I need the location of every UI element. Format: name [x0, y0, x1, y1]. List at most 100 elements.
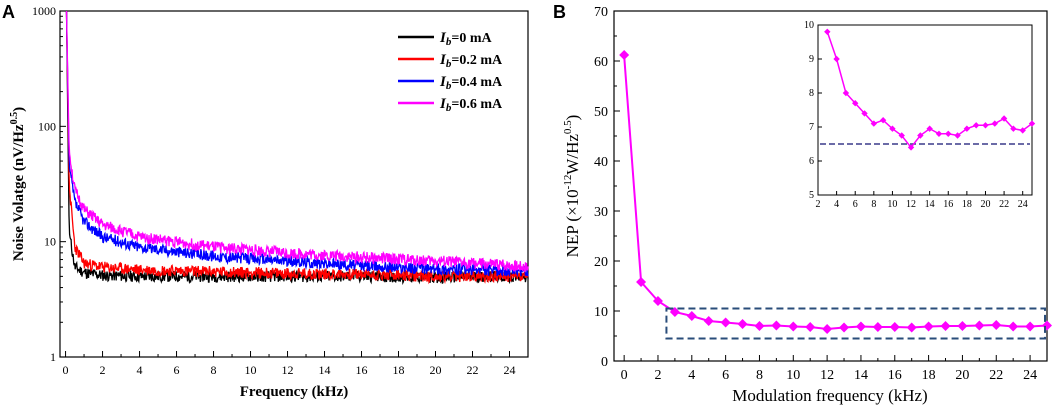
panel-a-series — [65, 10, 529, 286]
panel-a-plot-frame — [59, 10, 529, 358]
panel-b-data-point — [703, 316, 714, 326]
inset-x-tick-label: 2 — [816, 199, 821, 210]
panel-b-x-tick-label: 4 — [688, 368, 695, 383]
panel-b-data-point — [1008, 321, 1019, 332]
inset-data-point — [1019, 127, 1026, 134]
panel-b-y-tick-label: 0 — [601, 355, 608, 370]
panel-b-data-point — [906, 322, 917, 333]
panel-b-y-tick-label: 30 — [594, 205, 608, 220]
panel-b-x-tick-label: 2 — [654, 368, 661, 383]
panel-b-y-title-main: NEP (×10 — [563, 189, 582, 257]
inset-y-tick-label: 10 — [804, 20, 814, 31]
panel-a-y-axis-title: Noise Volatge (nV/Hz0.5) — [9, 107, 27, 261]
panel-b-data-point — [720, 317, 731, 328]
panel-b-y-tick-label: 70 — [594, 5, 608, 20]
panel-b-data-point — [754, 321, 765, 331]
panel-b-data-point — [1042, 320, 1052, 331]
panel-b-y-title-mid: W/Hz — [563, 134, 582, 175]
panel-a-series-line — [65, 10, 529, 277]
panel-a-x-tick-label: 6 — [174, 363, 180, 377]
inset-data-point — [842, 89, 850, 97]
panel-b-y-tick-label: 10 — [594, 305, 608, 320]
panel-b-data-point — [974, 320, 985, 331]
panel-a-y-title-main: Noise Volatge (nV/Hz — [11, 124, 27, 261]
panel-a-y-title-close: ) — [11, 107, 27, 112]
panel-b-data-point — [619, 50, 630, 60]
panel-b-data-point — [822, 324, 833, 334]
panel-b-x-tick-label: 16 — [888, 368, 902, 383]
panel-a-series-line — [65, 10, 529, 285]
inset-x-tick-label: 20 — [980, 199, 990, 210]
panel-b-x-tick-label: 24 — [1023, 368, 1037, 383]
inset-frame — [817, 24, 1033, 196]
panel-b-x-tick-label: 0 — [621, 368, 628, 383]
panel-b-x-tick-label: 14 — [854, 368, 868, 383]
inset-x-tick-label: 16 — [943, 199, 953, 210]
inset-data-point — [954, 132, 961, 139]
panel-a-series-line — [65, 10, 529, 273]
inset-data-point — [945, 130, 952, 137]
inset-data-point — [991, 120, 998, 127]
inset-data-point — [889, 125, 896, 132]
panel-b-letter: B — [553, 2, 566, 22]
panel-a-legend-label: Ib=0 mA — [439, 30, 492, 48]
inset-data-point — [907, 144, 915, 151]
panel-a-x-axis-title: Frequency (kHz) — [240, 384, 348, 400]
panel-b-data-point — [788, 321, 799, 332]
panel-b-series — [619, 50, 1052, 340]
inset-data-point — [898, 132, 905, 139]
inset-data-point — [935, 130, 943, 137]
panel-b-y-title-sup2: 0.5 — [562, 120, 574, 134]
inset-data-point — [972, 122, 980, 129]
panel-a-letter: A — [2, 2, 15, 22]
panel-a-x-tick-label: 0 — [63, 363, 69, 377]
inset-data-point — [870, 120, 878, 127]
panel-b-y-axis-title: NEP (×10-12W/Hz0.5) — [562, 115, 582, 258]
panel-a-x-tick-label: 16 — [356, 363, 368, 377]
panel-b-data-point — [652, 296, 663, 306]
panel-a-y-tick-label: 10 — [44, 235, 56, 249]
panel-b-data-point — [991, 320, 1002, 330]
inset-x-tick-label: 22 — [999, 199, 1009, 210]
panel-a-x-tick-label: 4 — [137, 363, 143, 377]
inset-data-point — [917, 132, 924, 139]
panel-b-data-point — [940, 321, 951, 331]
panel-a-x-tick-label: 24 — [504, 363, 516, 377]
panel-b-data-point — [1025, 321, 1036, 332]
inset-x-tick-label: 4 — [834, 199, 839, 210]
panel-b-x-tick-label: 8 — [756, 368, 763, 383]
panel-b-highlight-box — [665, 307, 1046, 340]
panel-a-x-tick-label: 12 — [282, 363, 294, 377]
inset-x-tick-label: 18 — [962, 199, 972, 210]
inset-y-tick-label: 8 — [809, 88, 814, 99]
inset-data-point — [982, 122, 989, 129]
inset-data-point — [852, 100, 859, 107]
panel-a-y-tick-label: 100 — [38, 119, 56, 133]
inset-x-tick-label: 8 — [871, 199, 876, 210]
panel-b-data-point — [737, 319, 748, 329]
panel-a-legend-label: Ib=0.6 mA — [439, 96, 503, 114]
panel-a-legend-label: Ib=0.4 mA — [439, 74, 503, 92]
inset-x-tick-label: 10 — [887, 199, 897, 210]
panel-b-y-tick-label: 20 — [594, 255, 608, 270]
inset-data-point — [1000, 115, 1008, 122]
panel-b-data-point — [923, 321, 934, 332]
panel-a-x-tick-label: 2 — [100, 363, 106, 377]
inset-data-point — [824, 28, 831, 35]
panel-b-data-point — [855, 321, 866, 332]
panel-b-data-point — [636, 277, 647, 287]
panel-b-x-tick-label: 18 — [922, 368, 936, 383]
inset-y-tick-label: 6 — [809, 156, 814, 167]
panel-a-legend: Ib=0 mA Ib=0.2 mA Ib=0.4 mA Ib=0.6 mA — [398, 30, 503, 114]
panel-b-y-title-sup1: -12 — [562, 175, 574, 190]
panel-b-data-point — [839, 322, 850, 333]
panel-b-data-point — [805, 322, 816, 332]
inset-y-tick-label: 5 — [809, 190, 814, 201]
panel-b-data-point — [771, 320, 782, 331]
